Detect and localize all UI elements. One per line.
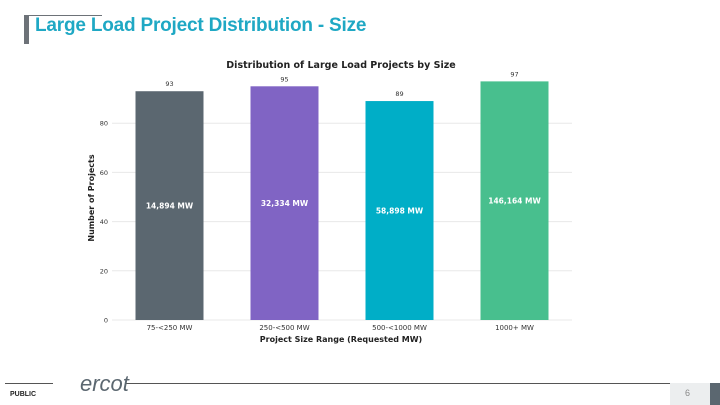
bar-value-label: 93 — [165, 80, 173, 88]
y-tick-label: 0 — [104, 317, 108, 325]
bar-mw-label: 146,164 MW — [488, 197, 541, 206]
bar — [480, 81, 549, 320]
bar-value-label: 97 — [510, 70, 518, 78]
y-tick-label: 40 — [100, 218, 108, 226]
slide-title: Large Load Project Distribution - Size — [35, 15, 367, 36]
footer-rule — [125, 383, 670, 384]
page-number-box — [670, 383, 715, 405]
x-tick-label: 1000+ MW — [495, 324, 534, 332]
bar-mw-label: 32,334 MW — [261, 199, 309, 208]
bar-value-label: 95 — [280, 75, 288, 83]
y-axis-label: Number of Projects — [87, 154, 96, 241]
page-tab — [710, 383, 720, 405]
title-accent — [24, 15, 29, 44]
x-tick-label: 75-<250 MW — [147, 324, 193, 332]
x-tick-label: 500-<1000 MW — [372, 324, 427, 332]
bar — [365, 101, 434, 320]
bar-value-label: 89 — [395, 90, 403, 98]
bar-mw-label: 14,894 MW — [146, 202, 194, 211]
title-rule — [24, 15, 102, 16]
bar — [250, 86, 319, 320]
y-tick-label: 20 — [100, 267, 108, 275]
x-tick-label: 250-<500 MW — [259, 324, 309, 332]
chart-title: Distribution of Large Load Projects by S… — [226, 60, 455, 71]
y-tick-label: 80 — [100, 120, 108, 128]
bar-mw-label: 58,898 MW — [376, 207, 424, 216]
x-axis-label: Project Size Range (Requested MW) — [260, 335, 422, 344]
classification-label: PUBLIC — [10, 391, 37, 398]
bar-chart: Distribution of Large Load Projects by S… — [87, 60, 572, 344]
ercot-logo: ercot — [80, 371, 129, 396]
footer-rule-left — [5, 383, 53, 384]
bar — [135, 91, 204, 320]
page-number: 6 — [685, 388, 691, 398]
y-tick-label: 60 — [100, 169, 108, 177]
